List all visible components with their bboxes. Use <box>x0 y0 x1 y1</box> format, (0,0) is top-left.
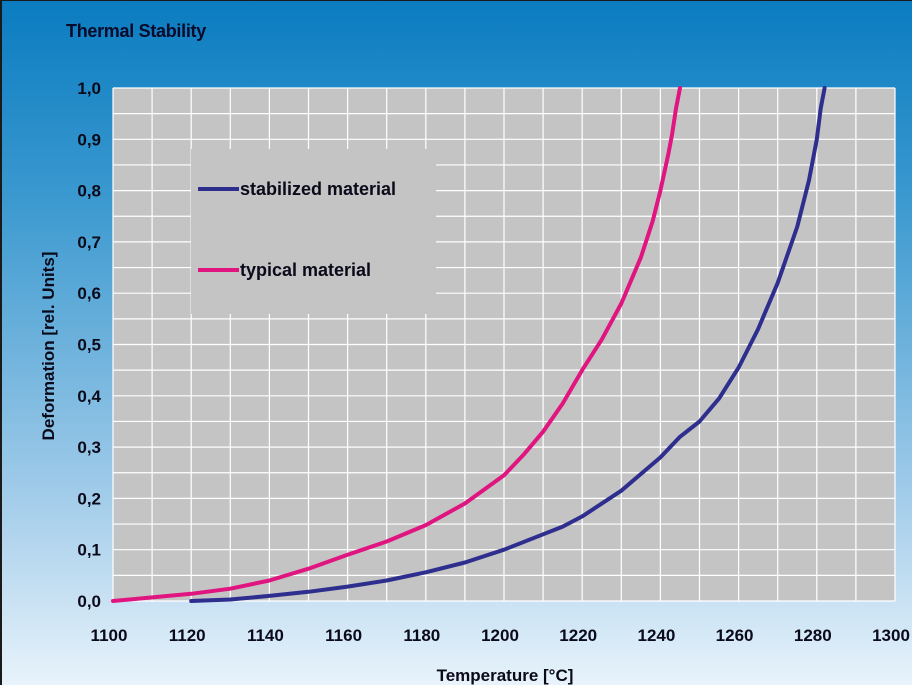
x-tick-label: 1220 <box>559 626 597 645</box>
x-tick-label: 1100 <box>91 626 128 645</box>
chart-title: Thermal Stability <box>66 21 206 41</box>
x-tick-label: 1140 <box>247 626 284 645</box>
y-tick-label: 0,0 <box>77 592 101 611</box>
y-tick-label: 0,2 <box>77 489 101 508</box>
legend-label: stabilized material <box>240 179 396 199</box>
x-tick-label: 1180 <box>403 626 440 645</box>
x-tick-label: 1280 <box>794 626 832 645</box>
series-line-stabilized-material <box>189 86 827 603</box>
y-axis-title: Deformation [rel. Units] <box>39 252 58 441</box>
y-tick-label: 0,3 <box>77 438 101 457</box>
x-tick-label: 1120 <box>169 626 206 645</box>
y-tick-label: 1,0 <box>77 79 101 98</box>
y-tick-label: 0,1 <box>77 541 101 560</box>
y-tick-label: 0,7 <box>77 233 101 252</box>
x-tick-label: 1260 <box>716 626 754 645</box>
y-tick-label: 0,6 <box>77 284 101 303</box>
y-tick-label: 0,5 <box>77 336 101 355</box>
x-tick-label: 1240 <box>637 626 675 645</box>
x-tick-label: 1200 <box>481 626 519 645</box>
y-tick-label: 0,9 <box>77 130 101 149</box>
legend-label: typical material <box>240 260 371 280</box>
legend-box <box>191 149 436 314</box>
x-axis-title: Temperature [°C] <box>437 666 574 685</box>
x-tick-label: 1160 <box>325 626 362 645</box>
y-tick-label: 0,8 <box>77 182 101 201</box>
x-tick-label: 1300 <box>872 626 910 645</box>
y-tick-label: 0,4 <box>77 387 101 406</box>
series-line-typical-material <box>111 86 682 603</box>
